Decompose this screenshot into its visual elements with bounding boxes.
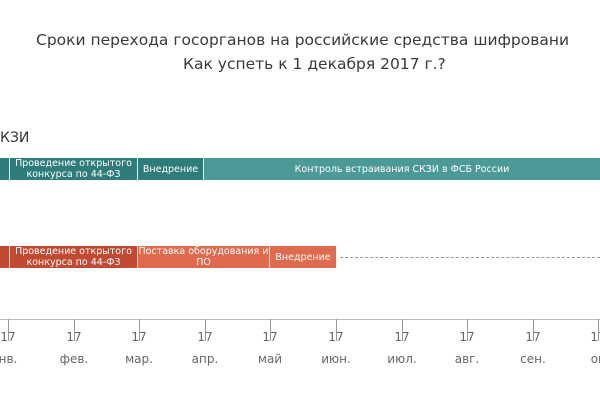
timeline-tick-number: 17: [262, 330, 278, 344]
timeline-tick-month: нв.: [0, 352, 18, 366]
timeline-tick-month: апр.: [191, 352, 219, 366]
timeline-axis-line: [0, 319, 600, 320]
timeline-tick-month: июл.: [387, 352, 417, 366]
title-line-1: Сроки перехода госорганов на российские …: [36, 31, 570, 49]
red-segment-0: [0, 246, 10, 268]
teal-segment-0: [0, 158, 10, 180]
teal-segment-1: Проведение открытого конкурса по 44-ФЗ: [10, 158, 138, 180]
timeline-tick-number: 17: [394, 330, 410, 344]
teal-segment-3: Контроль встраивания СКЗИ в ФСБ России: [204, 158, 600, 180]
red-segment-1: Проведение открытого конкурса по 44-ФЗ: [10, 246, 138, 268]
timeline-tick: [8, 319, 9, 341]
timeline-tick: [402, 319, 403, 341]
timeline-tick-month: ок: [590, 352, 600, 366]
timeline-tick-number: 17: [525, 330, 541, 344]
timeline-tick-number: 17: [0, 330, 16, 344]
timeline-tick-number: 17: [197, 330, 213, 344]
title-line-2: Как успеть к 1 декабря 2017 г.?: [183, 55, 446, 73]
timeline-tick-number: 17: [328, 330, 344, 344]
timeline-tick: [270, 319, 271, 341]
section-label: КЗИ: [0, 130, 30, 146]
timeline-tick: [74, 319, 75, 341]
timeline-tick-number: 17: [66, 330, 82, 344]
red-gantt-row: Проведение открытого конкурса по 44-ФЗ П…: [0, 246, 600, 268]
timeline-tick-number: 17: [590, 330, 600, 344]
teal-segment-2: Внедрение: [138, 158, 204, 180]
timeline-tick: [205, 319, 206, 341]
timeline-tick-number: 17: [131, 330, 147, 344]
timeline-tick-month: авг.: [454, 352, 480, 366]
timeline-tick-month: май: [257, 352, 283, 366]
timeline-tick-month: мар.: [125, 352, 153, 366]
timeline-tick-month: сен.: [520, 352, 546, 366]
timeline-tick: [139, 319, 140, 341]
timeline-tick-month: фев.: [59, 352, 89, 366]
red-segment-3: Внедрение: [270, 246, 336, 268]
timeline-tick-month: июн.: [321, 352, 351, 366]
red-row-dashed-continuation: [340, 257, 600, 258]
timeline-tick: [598, 319, 599, 341]
timeline-tick-number: 17: [459, 330, 475, 344]
red-segment-2: Поставка оборудования и ПО: [138, 246, 270, 268]
timeline-tick: [336, 319, 337, 341]
teal-gantt-row: Проведение открытого конкурса по 44-ФЗ В…: [0, 158, 600, 180]
timeline-tick: [467, 319, 468, 341]
timeline-tick: [533, 319, 534, 341]
